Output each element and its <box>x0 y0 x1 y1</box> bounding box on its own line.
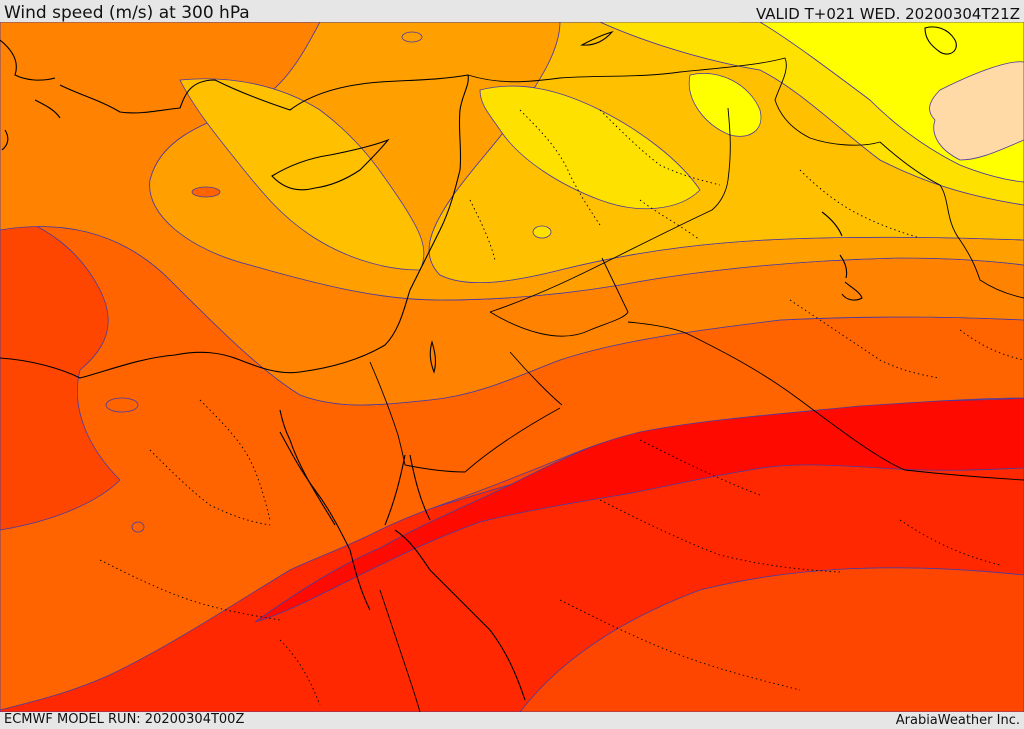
coastline-persian-gulf <box>821 211 863 301</box>
shade-peach-patch <box>929 61 1024 161</box>
header-bar: Wind speed (m/s) at 300 hPa VALID T+021 … <box>0 0 1024 23</box>
coastline-aegean <box>0 39 61 151</box>
shade-lightgold-lobe <box>479 85 701 210</box>
coastline-cyprus <box>271 138 390 191</box>
border-jordan-saudi <box>489 257 1024 481</box>
wind-speed-field <box>0 22 1024 712</box>
contour-blob-5 <box>131 521 145 533</box>
shade-west-lobe <box>0 214 121 531</box>
shade-band-southeast <box>519 567 1024 712</box>
lake-dead-sea <box>429 340 437 374</box>
border-egypt-sudan <box>379 589 421 712</box>
province-boundaries <box>99 109 1024 706</box>
contour-blob-2 <box>105 397 139 413</box>
shade-jet-core <box>254 397 1024 623</box>
contour-blob-3 <box>532 225 552 239</box>
border-saudi-jordan-south <box>404 351 563 473</box>
shade-yellow-lobe <box>688 73 762 137</box>
valid-time: VALID T+021 WED. 20200304T21Z <box>755 5 1020 23</box>
weather-map <box>0 22 1024 712</box>
lake-tuz <box>580 30 614 46</box>
credit-label: ArabiaWeather Inc. <box>895 713 1020 728</box>
coastline-gulf-suez <box>279 409 336 526</box>
coastline-red-sea <box>279 431 526 701</box>
border-turkey-syria-iraq <box>467 57 881 146</box>
contour-blob-4 <box>401 31 423 43</box>
map-title: Wind speed (m/s) at 300 hPa <box>4 3 250 23</box>
border-iraq-iran <box>879 141 1024 299</box>
lake-van <box>924 26 957 55</box>
model-run-label: ECMWF MODEL RUN: 20200304T00Z <box>4 712 245 727</box>
footer-bar: ECMWF MODEL RUN: 20200304T00Z ArabiaWeat… <box>0 712 1024 729</box>
border-syria-iraq <box>489 107 731 313</box>
coastline-eastern-med <box>0 74 469 379</box>
border-egypt-israel <box>369 361 406 466</box>
contour-blob-1 <box>191 186 221 198</box>
coastline-gulf-aqaba <box>384 454 431 526</box>
